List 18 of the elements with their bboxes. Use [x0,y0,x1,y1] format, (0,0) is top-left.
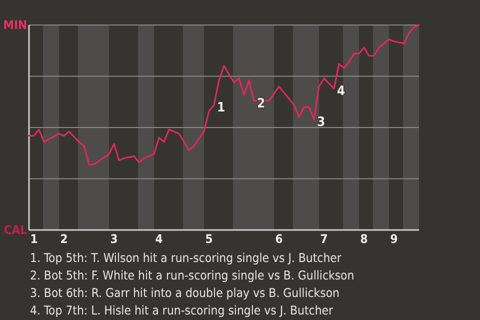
annotation: 4 [337,84,346,100]
text: 2. Bot 5th: F. White hit a run-scoring single vs B. Gullickson [30,268,354,282]
x-tick-label: 7 [320,232,328,246]
x-tick-label: 3 [110,232,118,246]
text: CAL [4,223,28,238]
annotation: 1 [217,100,226,116]
x-tick-label: 8 [360,232,368,246]
x-tick-label: 6 [275,232,283,246]
text: MIN [3,18,27,32]
text: 3. Bot 6th: R. Garr hit into a double play vs B. Gullickson [30,286,340,300]
text: 1. Top 5th: T. Wilson hit a run-scoring single vs J. Butcher [30,251,342,265]
text: 4. Top 7th: L. Hisle hit a run-scoring single vs J. Butcher [30,304,334,318]
x-tick-label: 4 [155,232,164,246]
annotation: 3 [317,114,326,130]
x-tick-label: 5 [205,232,213,246]
x-tick-label: 2 [60,232,68,246]
x-tick-label: 9 [390,232,398,246]
x-tick-label: 1 [30,232,38,246]
